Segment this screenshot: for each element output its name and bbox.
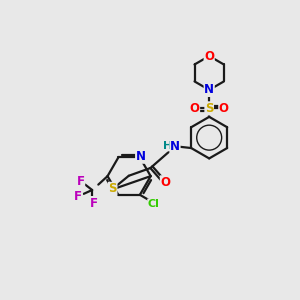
Text: N: N — [136, 150, 146, 163]
Text: F: F — [74, 190, 82, 203]
Text: H: H — [164, 141, 173, 151]
Text: O: O — [190, 102, 200, 115]
Text: N: N — [170, 140, 180, 153]
Text: S: S — [205, 102, 213, 115]
Text: S: S — [108, 182, 117, 195]
Text: O: O — [219, 102, 229, 115]
Text: O: O — [204, 50, 214, 62]
Text: O: O — [160, 176, 170, 189]
Text: F: F — [76, 175, 85, 188]
Text: Cl: Cl — [148, 199, 160, 209]
Text: N: N — [204, 83, 214, 96]
Text: F: F — [90, 196, 98, 210]
